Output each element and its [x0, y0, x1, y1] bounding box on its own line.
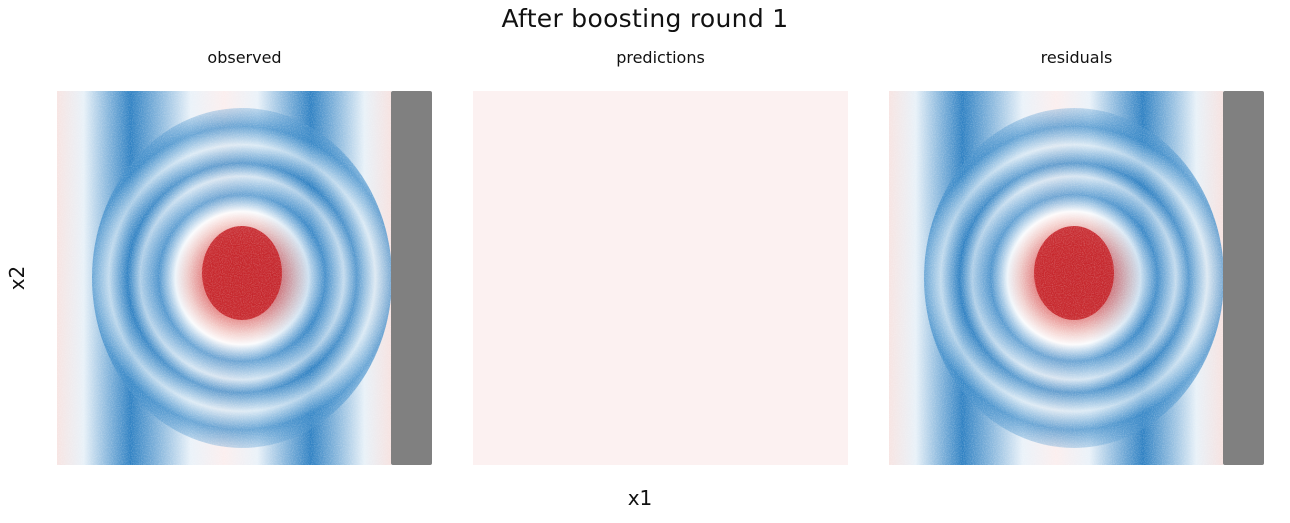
panel-title-observed: observed	[207, 48, 282, 67]
grain-overlay	[889, 91, 1223, 465]
heatmap-observed	[57, 91, 432, 465]
grain-overlay	[57, 91, 391, 465]
uniform-fill	[473, 91, 848, 465]
panel-title-residuals: residuals	[1040, 48, 1113, 67]
y-axis-label: x2	[5, 265, 29, 291]
heatmap-predictions	[473, 91, 848, 465]
heatmap-residuals	[889, 91, 1264, 465]
heatmap-predictions-canvas	[473, 91, 848, 465]
masked-strip	[391, 91, 432, 465]
heatmap-observed-canvas	[57, 91, 432, 465]
panel-title-predictions: predictions	[616, 48, 705, 67]
heatmap-residuals-canvas	[889, 91, 1264, 465]
x-axis-label: x1	[627, 486, 653, 510]
masked-strip	[1223, 91, 1264, 465]
figure-title: After boosting round 1	[501, 4, 789, 33]
